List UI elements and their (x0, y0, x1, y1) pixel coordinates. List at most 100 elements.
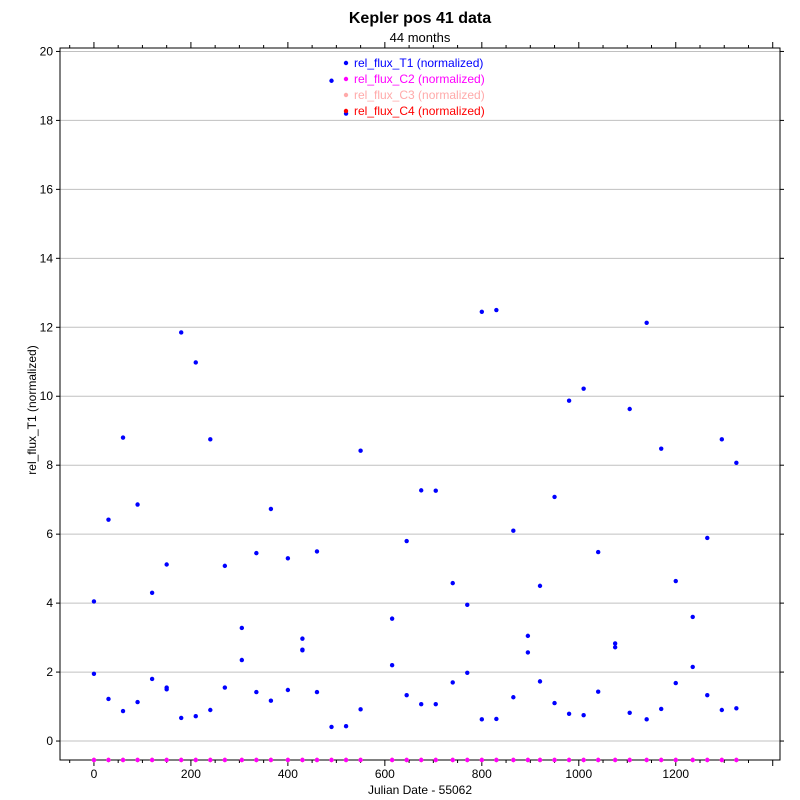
y-tick-label: 4 (46, 596, 53, 610)
data-point (644, 757, 649, 763)
y-tick-label: 2 (46, 665, 53, 679)
data-point (627, 406, 632, 412)
data-point (358, 757, 363, 763)
data-point (612, 757, 618, 763)
x-tick-label: 400 (278, 767, 298, 781)
data-point (511, 528, 516, 533)
legend-label: rel_flux_C2 (normalized) (354, 72, 485, 86)
data-point (91, 757, 97, 763)
data-point (719, 757, 725, 763)
data-point (525, 650, 531, 655)
data-point (358, 707, 363, 712)
data-point (254, 689, 259, 695)
y-tick-label: 20 (40, 44, 54, 58)
data-point (537, 757, 543, 763)
x-tick-label: 1200 (662, 767, 689, 781)
data-point (300, 757, 305, 763)
data-point (314, 689, 320, 695)
data-point (285, 556, 291, 561)
data-point (149, 757, 155, 763)
data-point (479, 309, 485, 314)
data-point (581, 757, 586, 763)
data-point (433, 488, 438, 493)
x-axis: 0 200 400 600 800 1000 1200 (69, 42, 774, 781)
data-point (208, 437, 213, 442)
data-point (581, 386, 586, 391)
data-point (719, 707, 725, 713)
data-point (494, 716, 499, 722)
data-point (222, 685, 228, 690)
data-point (404, 538, 409, 544)
data-point (511, 757, 516, 763)
data-point (690, 614, 695, 620)
data-point (673, 578, 678, 584)
data-point (314, 549, 320, 554)
data-point (91, 671, 97, 677)
data-point (494, 307, 499, 313)
data-point (705, 757, 710, 763)
data-point (566, 398, 572, 403)
data-point (627, 757, 632, 763)
data-point (268, 757, 274, 763)
data-point (690, 664, 695, 670)
data-point (659, 446, 664, 451)
y-tick-label: 14 (40, 251, 54, 265)
data-point (179, 757, 184, 763)
data-point (285, 687, 291, 693)
data-point (705, 692, 710, 698)
data-point (120, 757, 126, 763)
data-point (537, 679, 543, 684)
data-point (164, 687, 169, 692)
data-point (525, 757, 531, 763)
y-tick-label: 12 (40, 320, 54, 334)
data-point (135, 502, 140, 507)
data-point (343, 724, 349, 729)
data-point (690, 757, 695, 763)
data-point (566, 757, 572, 763)
data-point (135, 757, 140, 763)
data-point (673, 757, 678, 763)
chart-title: Kepler pos 41 data (349, 10, 491, 27)
data-point (179, 715, 184, 721)
data-point (581, 712, 586, 718)
data-point (389, 616, 395, 621)
data-point (329, 757, 334, 763)
y-tick-label: 10 (40, 389, 54, 403)
data-point (285, 757, 291, 763)
data-point (433, 701, 438, 707)
data-point (450, 580, 455, 586)
legend-marker (343, 60, 349, 66)
data-point (106, 517, 111, 522)
data-point (268, 698, 274, 703)
data-point (433, 757, 438, 763)
data-point (106, 696, 111, 702)
data-point (612, 645, 618, 650)
y-tick-label: 18 (40, 113, 54, 127)
legend-label: rel_flux_T1 (normalized) (354, 56, 483, 70)
data-point (239, 657, 245, 663)
y-tick-label: 6 (46, 527, 53, 541)
data-point (329, 78, 334, 83)
x-tick-label: 800 (472, 767, 492, 781)
data-point (106, 757, 111, 763)
data-point (419, 757, 424, 763)
data-point (389, 662, 395, 668)
data-point (208, 757, 213, 763)
y-tick-label: 8 (46, 458, 53, 472)
legend-marker (343, 92, 349, 98)
data-point (149, 676, 155, 682)
data-point (343, 757, 349, 763)
y-tick-label: 16 (40, 182, 54, 196)
data-point (358, 448, 363, 453)
data-point (120, 435, 126, 440)
data-point (300, 647, 305, 652)
data-point (612, 641, 618, 646)
data-point (314, 757, 320, 763)
data-point (208, 707, 213, 713)
data-point (404, 757, 409, 763)
y-axis-label: rel_flux_T1 (normalized) (25, 345, 39, 474)
data-point (300, 636, 305, 641)
data-point (268, 506, 274, 512)
